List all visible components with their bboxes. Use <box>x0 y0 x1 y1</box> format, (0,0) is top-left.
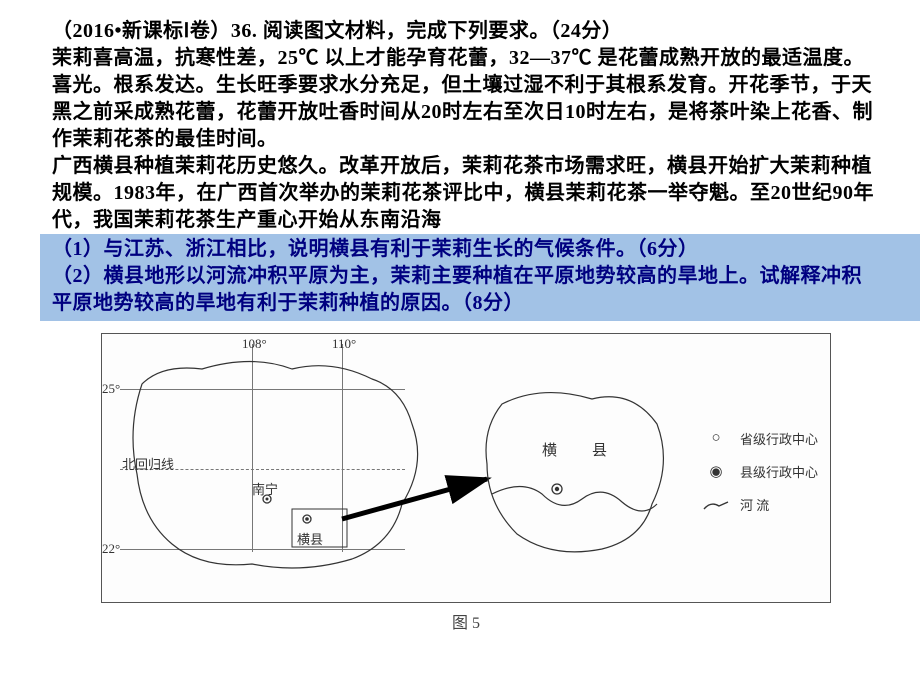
label-xian-big: 县 <box>592 439 607 460</box>
legend-province-label: 省级行政中心 <box>740 429 818 448</box>
label-hengxian-small: 横县 <box>297 529 323 548</box>
label-nanning: 南宁 <box>252 479 278 498</box>
passage-paragraph-2: 广西横县种植茉莉花历史悠久。改革开放后，茉莉花茶市场需求旺，横县开始扩大茉莉种植… <box>52 153 880 234</box>
question-1: （1）与江苏、浙江相比，说明横县有利于茉莉生长的气候条件。（6分） <box>52 236 880 263</box>
hengxian-outline <box>462 374 682 574</box>
figure-area: 108° 110° 25° 北回归线 22° <box>52 333 880 633</box>
province-symbol-icon: ○ <box>702 430 730 447</box>
question-2: （2）横县地形以河流冲积平原为主，茉莉主要种植在平原地势较高的旱地上。试解释冲积… <box>52 263 880 317</box>
map-legend: ○ 省级行政中心 ◉ 县级行政中心 河 流 <box>702 429 818 528</box>
label-heng-big: 横 <box>542 439 557 460</box>
legend-county-row: ◉ 县级行政中心 <box>702 462 818 481</box>
river-symbol-icon <box>702 499 730 511</box>
legend-river-row: 河 流 <box>702 495 818 514</box>
highlighted-questions: （1）与江苏、浙江相比，说明横县有利于茉莉生长的气候条件。（6分） （2）横县地… <box>40 234 920 321</box>
county-symbol-icon: ◉ <box>702 462 730 481</box>
legend-province-row: ○ 省级行政中心 <box>702 429 818 448</box>
map-figure: 108° 110° 25° 北回归线 22° <box>101 333 831 603</box>
figure-caption: 图 5 <box>101 609 831 633</box>
legend-county-label: 县级行政中心 <box>740 462 818 481</box>
legend-river-label: 河 流 <box>740 495 769 514</box>
passage-paragraph-1: 茉莉喜高温，抗寒性差，25℃ 以上才能孕育花蕾，32—37℃ 是花蕾成熟开放的最… <box>52 45 880 153</box>
exam-header: （2016•新课标Ⅰ卷）36. 阅读图文材料，完成下列要求。（24分） <box>52 18 880 45</box>
document-content: （2016•新课标Ⅰ卷）36. 阅读图文材料，完成下列要求。（24分） 茉莉喜高… <box>0 0 920 633</box>
